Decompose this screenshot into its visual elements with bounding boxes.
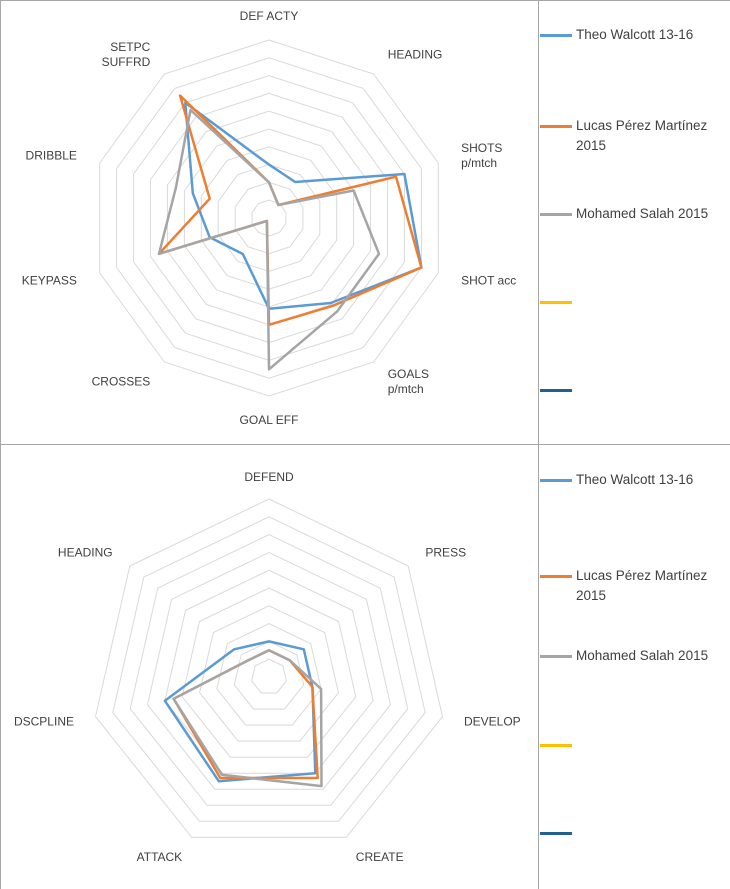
grid-ring [164,569,374,774]
legend-swatch [540,301,572,304]
radar-grid [94,498,444,838]
legend-label: Theo Walcott 13-16 [576,472,694,487]
legend-swatch [540,744,572,747]
axis-label: HEADING [388,48,443,62]
axis-label: DEF ACTY [240,9,299,23]
legend-top: Theo Walcott 13-16 Lucas Pérez Martínez 2… [540,0,730,444]
legend-divider-vertical [538,0,539,889]
series-line-3 [157,108,381,371]
axis-label: KEYPASS [22,273,77,287]
grid-ring [129,534,409,806]
axis-label: CREATE [356,850,404,864]
axis-label: SHOTS p/mtch [461,141,502,170]
legend-swatch [540,832,572,835]
grid-ring [251,658,287,694]
grid-ring [199,605,339,742]
panel-divider-horizontal [0,444,730,445]
legend-bottom: Theo Walcott 13-16 Lucas Pérez Martínez 2… [540,445,730,889]
axis-label: CROSSES [92,374,151,388]
legend-label: Mohamed Salah 2015 [576,648,709,663]
legend-label: Theo Walcott 13-16 [576,27,694,42]
axis-label: DEVELOP [464,715,521,729]
legend-swatch [540,575,572,578]
grid-ring [216,623,322,726]
axis-label: SHOT acc [461,273,516,287]
grid-ring [116,57,422,379]
grid-ring [94,498,444,838]
axis-label: DRIBBLE [26,149,77,163]
grid-ring [251,199,287,237]
axis-label: HEADING [58,545,113,559]
grid-ring [146,551,392,790]
axis-label: GOAL EFF [240,413,299,427]
grid-ring [112,516,426,822]
grid-ring [234,181,304,255]
radar-chart-bottom: DEFEND PRESS DEVELOP CREATE ATTACK DSCPLINE HE… [14,470,521,864]
legend-label: Lucas Pérez Martínez 2015 [576,568,708,603]
legend-swatch [540,125,572,128]
legend-label: Lucas Pérez Martínez 2015 [576,118,708,153]
legend-swatch [540,389,572,392]
legend-swatch [540,655,572,658]
axis-label: DSCPLINE [14,715,74,729]
axis-label: DEFEND [244,470,294,484]
axis-label: SETPC SUFFRD [102,40,151,69]
grid-ring [181,587,357,758]
legend-swatch [540,479,572,482]
radar-chart-top: DEF ACTY HEADING SHOTS p/mtch SHOT acc GOALS p… [22,9,516,427]
legend-swatch [540,34,572,37]
legend-swatch [540,213,572,216]
grid-ring [99,39,439,397]
series-line-2 [157,94,423,327]
grid-ring [233,640,305,710]
axis-label: PRESS [425,545,466,559]
axis-label: GOALS p/mtch [388,367,429,396]
series-line-3 [172,649,323,788]
legend-label: Mohamed Salah 2015 [576,206,709,221]
series-line-2 [172,649,319,780]
axis-label: ATTACK [137,850,183,864]
